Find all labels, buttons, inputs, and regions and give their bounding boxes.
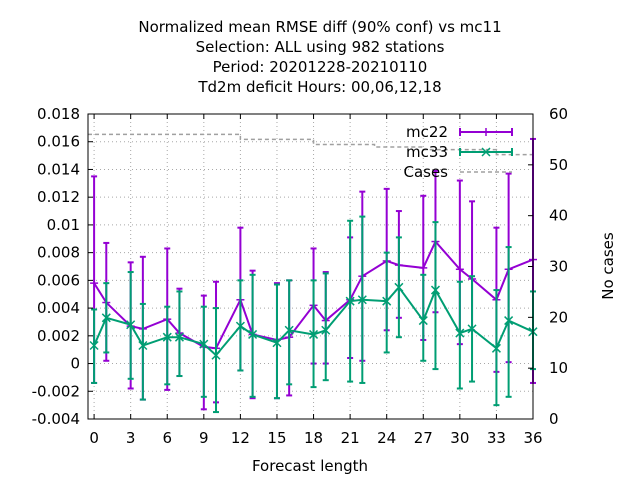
data-point [235,321,245,331]
y2-tick-label: 30 [549,258,568,276]
data-point [248,329,258,339]
data-point [162,332,172,342]
y-tick-label: 0.014 [37,160,80,178]
y2-tick-label: 50 [549,156,568,174]
grid [88,113,534,420]
x-axis-label: Forecast length [252,457,368,475]
legend: mc22 mc33 Cases [403,123,513,181]
data-point [430,285,440,295]
data-point [309,329,319,339]
data-point [174,332,184,342]
data-point [272,338,282,348]
legend-label-Cases: Cases [403,163,448,181]
y-tick-label: 0.004 [37,299,80,317]
data-point [467,324,477,334]
x-tick-label: 27 [414,429,433,447]
data-point [284,325,294,335]
x-tick-label: 30 [450,429,469,447]
x-tick-label: 24 [377,429,396,447]
data-point [504,316,514,326]
data-point [101,313,111,323]
x-tick-label: 36 [523,429,542,447]
y-tick-label: 0.016 [37,133,80,151]
title-line-3: Period: 20201228-20210110 [213,58,428,76]
data-point [199,339,209,349]
title-line-1: Normalized mean RMSE diff (90% conf) vs … [138,18,501,36]
data-point [382,296,392,306]
data-point [89,340,99,351]
y-tick-label: -0.002 [32,382,80,400]
y-tick-label: 0.01 [47,216,80,234]
data-point [138,340,148,351]
x-tick-label: 9 [199,429,209,447]
y2-tick-label: 20 [549,308,568,326]
y-tick-label: 0.018 [37,105,80,123]
x-tick-label: 3 [126,429,136,447]
series-layer [89,137,538,414]
y2-axis-label: No cases [599,232,617,300]
title-line-4: Td2m deficit Hours: 00,06,12,18 [197,78,441,96]
y-tick-label: 0 [70,355,80,373]
data-point [357,295,367,305]
data-point [321,325,331,335]
y-tick-label: 0.008 [37,244,80,262]
data-point [491,343,501,353]
data-point [418,316,428,326]
data-point [126,320,136,330]
series-mc33 [89,215,538,414]
y-tick-label: 0.002 [37,327,80,345]
y-tick-label: -0.004 [32,410,80,428]
data-point [211,350,221,360]
title-line-2: Selection: ALL using 982 stations [196,38,445,56]
y2-tick-label: 10 [549,359,568,377]
x-tick-label: 33 [487,429,506,447]
legend-label-mc22: mc22 [406,123,448,141]
legend-marker [481,147,491,157]
legend-label-mc33: mc33 [406,143,448,161]
cases-line [88,133,533,156]
x-tick-label: 21 [341,429,360,447]
data-point [394,282,404,292]
x-tick-label: 6 [162,429,172,447]
x-tick-label: 18 [304,429,323,447]
data-point [345,296,355,306]
axis-ticks: 0 3 6 9 12 15 18 21 24 27 30 33 36-0.004-0.00200.002… [32,105,568,447]
y-tick-label: 0.006 [37,271,80,289]
x-tick-label: 0 [89,429,99,447]
plot-area [87,113,534,420]
x-tick-label: 12 [231,429,250,447]
cases-series [88,133,533,156]
y2-tick-label: 0 [549,410,559,428]
data-point [455,328,465,338]
chart-title: Normalized mean RMSE diff (90% conf) vs … [138,18,501,96]
y2-tick-label: 60 [549,105,568,123]
y-tick-label: 0.012 [37,188,80,206]
x-tick-label: 15 [267,429,286,447]
y2-tick-label: 40 [549,207,568,225]
